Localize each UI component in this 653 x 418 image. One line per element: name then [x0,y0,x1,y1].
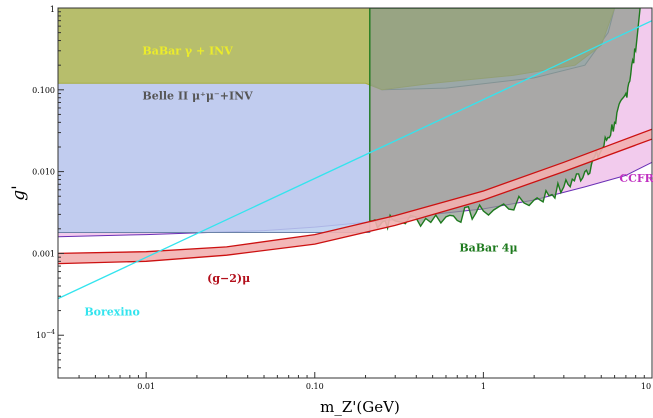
y-axis-label: g' [9,185,29,201]
axis-ticks: 0.01 0.10 1 10 1 0.100 0.010 0.001 10−4 [32,5,653,391]
x-axis-label: m_Z'(GeV) [320,398,400,416]
label-ccfr: CCFR [619,172,653,185]
band-lower-g-2 [58,138,652,265]
label-borexino: Borexino [84,305,140,318]
y-tick-label: 0.010 [32,168,55,177]
line-borexino [58,20,652,300]
y-tick-label: 0.001 [32,249,55,258]
x-tick-label: 0.01 [137,382,155,391]
line-layer [58,20,652,300]
plot-frame [57,7,653,379]
y-tick-label: 0.100 [32,86,55,95]
y-tick-label: 10−4 [36,329,55,340]
label-g-2: (g−2)μ [207,272,250,285]
label-belle-ii-inv: Belle II μ⁺μ⁻+INV [142,90,253,103]
x-tick-label: 10 [641,382,651,391]
region-labels: BaBar γ + INV Belle II μ⁺μ⁻+INV CCFR BaBar … [84,45,653,319]
region-babar-4 [369,8,641,231]
x-tick-label: 0.10 [306,382,324,391]
x-tick-label: 1 [481,382,486,391]
y-tick-label: 1 [50,5,55,14]
label-babar-4: BaBar 4μ [459,242,517,255]
exclusion-regions [58,8,652,238]
label-babar-inv: BaBar γ + INV [142,45,233,58]
